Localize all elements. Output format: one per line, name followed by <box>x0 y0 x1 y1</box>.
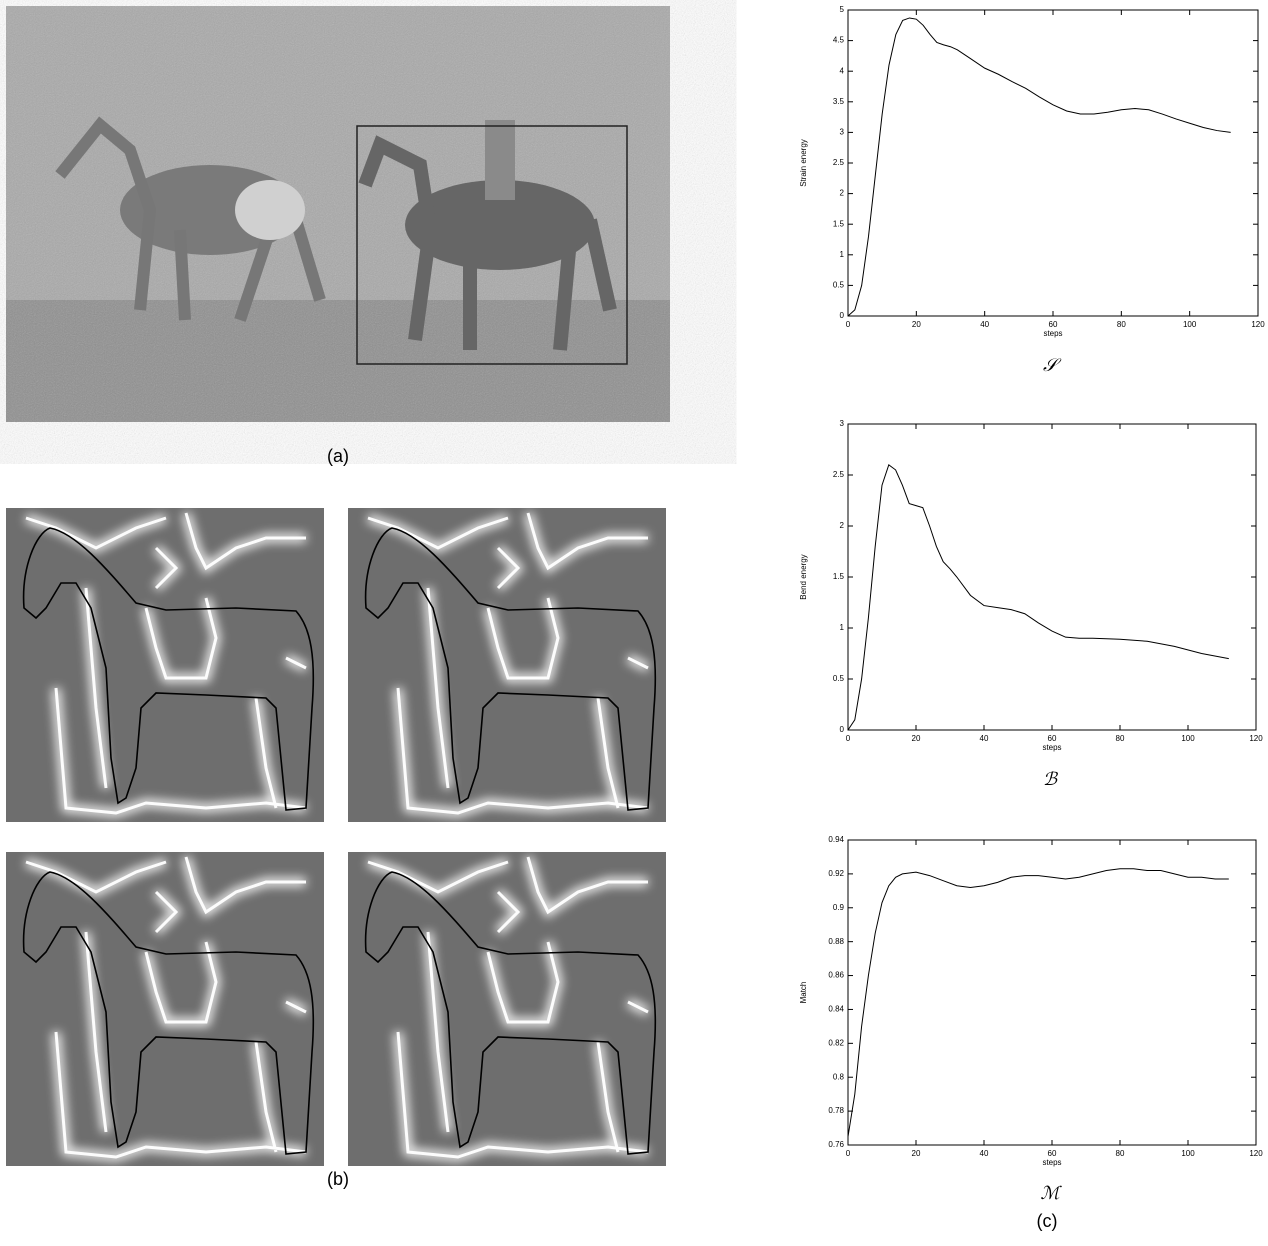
x-tick-label: 20 <box>912 734 921 743</box>
data-line <box>847 17 1231 317</box>
y-tick-label: 4.5 <box>833 36 845 45</box>
x-tick-label: 100 <box>1181 1149 1195 1158</box>
panel-label: (c) <box>1037 1211 1058 1231</box>
x-tick-label: 0 <box>846 734 851 743</box>
plot-frame <box>847 423 1257 731</box>
x-tick-label: 40 <box>980 320 989 329</box>
y-tick-label: 1.5 <box>833 572 845 581</box>
y-tick-label: 1 <box>840 623 845 632</box>
x-tick-label: 60 <box>1048 1149 1057 1158</box>
plot-frame <box>847 839 1257 1146</box>
y-tick-label: 0.82 <box>828 1038 844 1047</box>
y-tick-label: 3 <box>840 128 845 137</box>
y-axis-label: Strain energy <box>799 139 808 187</box>
x-tick-label: 0 <box>846 1149 851 1158</box>
x-tick-label: 120 <box>1251 320 1265 329</box>
photo <box>6 6 670 422</box>
panel-label: (a) <box>327 446 349 466</box>
x-tick-label: 60 <box>1049 320 1058 329</box>
edge-map <box>6 508 666 1166</box>
y-tick-label: 1 <box>840 250 845 259</box>
x-tick-label: 80 <box>1117 320 1126 329</box>
x-tick-label: 40 <box>980 734 989 743</box>
plot-frame <box>847 9 1259 317</box>
y-tick-label: 0.86 <box>828 971 844 980</box>
y-tick-label: 2 <box>840 521 845 530</box>
panel-label: (b) <box>327 1169 349 1189</box>
x-axis-label: steps <box>1042 743 1061 752</box>
y-tick-label: 0.78 <box>828 1106 844 1115</box>
y-tick-label: 2.5 <box>833 470 845 479</box>
x-tick-label: 100 <box>1181 734 1195 743</box>
y-tick-label: 0.8 <box>833 1072 845 1081</box>
y-tick-label: 0.94 <box>828 835 844 844</box>
caption: 𝒮 <box>1043 355 1062 376</box>
y-tick-label: 5 <box>840 5 845 14</box>
x-tick-label: 80 <box>1116 1149 1125 1158</box>
x-tick-label: 40 <box>980 1149 989 1158</box>
x-axis-label: steps <box>1043 329 1062 338</box>
y-tick-label: 0.76 <box>828 1140 844 1149</box>
x-tick-label: 60 <box>1048 734 1057 743</box>
y-tick-label: 0.9 <box>833 903 845 912</box>
x-tick-label: 120 <box>1249 734 1263 743</box>
x-tick-label: 20 <box>912 1149 921 1158</box>
y-tick-label: 3.5 <box>833 97 845 106</box>
x-tick-label: 120 <box>1249 1149 1263 1158</box>
data-line <box>847 463 1229 731</box>
y-axis-label: Bend energy <box>799 554 808 599</box>
x-tick-label: 100 <box>1183 320 1197 329</box>
data-line <box>847 868 1229 1137</box>
caption: ℳ <box>1040 1183 1062 1204</box>
y-tick-label: 0.88 <box>828 937 844 946</box>
y-tick-label: 0 <box>840 311 845 320</box>
y-tick-label: 0.84 <box>828 1005 844 1014</box>
y-tick-label: 0 <box>840 725 845 734</box>
y-tick-label: 0.5 <box>833 674 845 683</box>
y-axis-label: Match <box>799 982 808 1004</box>
y-tick-label: 2.5 <box>833 158 845 167</box>
y-tick-label: 3 <box>840 419 845 428</box>
y-tick-label: 2 <box>840 189 845 198</box>
x-tick-label: 0 <box>846 320 851 329</box>
y-tick-label: 1.5 <box>833 219 845 228</box>
x-tick-label: 20 <box>912 320 921 329</box>
y-tick-label: 4 <box>840 66 845 75</box>
y-tick-label: 0.92 <box>828 869 844 878</box>
y-tick-label: 0.5 <box>833 281 845 290</box>
caption: ℬ <box>1043 769 1059 790</box>
x-tick-label: 80 <box>1116 734 1125 743</box>
x-axis-label: steps <box>1042 1158 1061 1167</box>
